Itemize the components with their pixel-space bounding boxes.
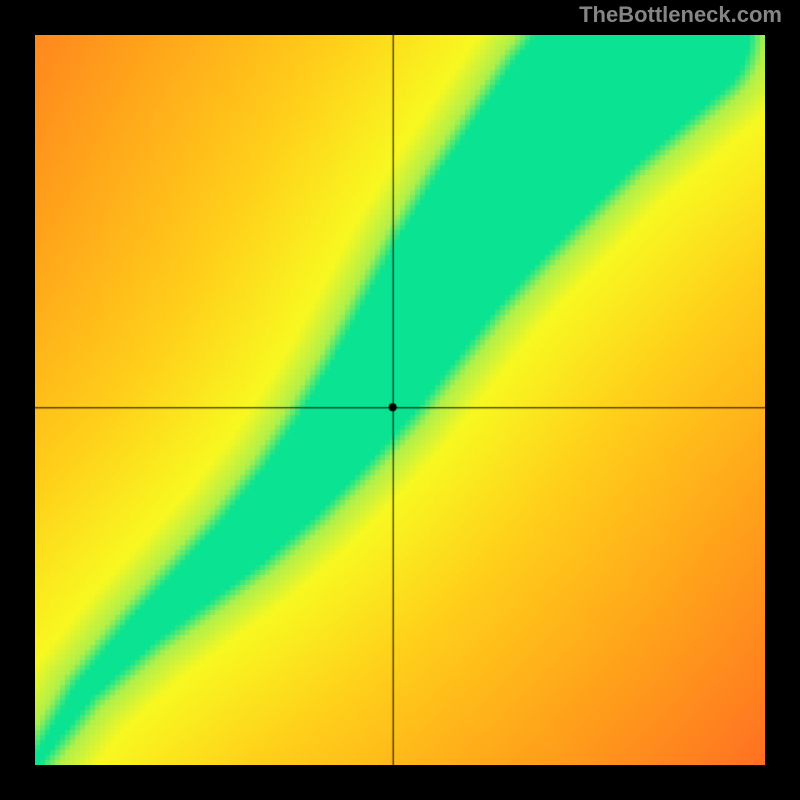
watermark-text: TheBottleneck.com [579,2,782,28]
crosshair-overlay [35,35,765,765]
